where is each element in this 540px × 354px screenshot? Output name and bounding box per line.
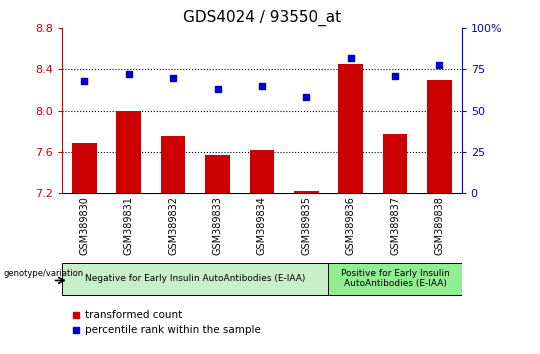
- Point: [124, 72, 133, 77]
- Text: GSM389832: GSM389832: [168, 196, 178, 255]
- Point: [213, 86, 222, 92]
- Point: [80, 78, 89, 84]
- Text: GSM389833: GSM389833: [213, 196, 222, 255]
- Text: GSM389831: GSM389831: [124, 196, 134, 255]
- Bar: [294, 191, 319, 193]
- Bar: [205, 155, 229, 193]
- Bar: [328, 263, 462, 295]
- Point: [169, 75, 178, 81]
- Title: GDS4024 / 93550_at: GDS4024 / 93550_at: [183, 9, 341, 25]
- Point: [302, 95, 310, 100]
- Point: [258, 83, 266, 89]
- Text: genotype/variation: genotype/variation: [3, 269, 84, 278]
- Legend: transformed count, percentile rank within the sample: transformed count, percentile rank withi…: [68, 306, 265, 339]
- Bar: [249, 150, 274, 193]
- Text: GSM389835: GSM389835: [301, 196, 311, 255]
- Bar: [161, 136, 185, 193]
- Bar: [72, 143, 97, 193]
- Bar: [427, 80, 451, 193]
- Point: [435, 62, 444, 67]
- Point: [391, 73, 400, 79]
- Text: GSM389837: GSM389837: [390, 196, 400, 255]
- Bar: [339, 64, 363, 193]
- Bar: [383, 134, 407, 193]
- Text: GSM389830: GSM389830: [79, 196, 89, 255]
- Text: GSM389836: GSM389836: [346, 196, 356, 255]
- Text: GSM389838: GSM389838: [435, 196, 444, 255]
- Bar: [117, 110, 141, 193]
- Point: [346, 55, 355, 61]
- Text: GSM389834: GSM389834: [257, 196, 267, 255]
- Bar: [62, 263, 328, 295]
- Text: Negative for Early Insulin AutoAntibodies (E-IAA): Negative for Early Insulin AutoAntibodie…: [85, 274, 306, 283]
- Text: Positive for Early Insulin
AutoAntibodies (E-IAA): Positive for Early Insulin AutoAntibodie…: [341, 269, 449, 289]
